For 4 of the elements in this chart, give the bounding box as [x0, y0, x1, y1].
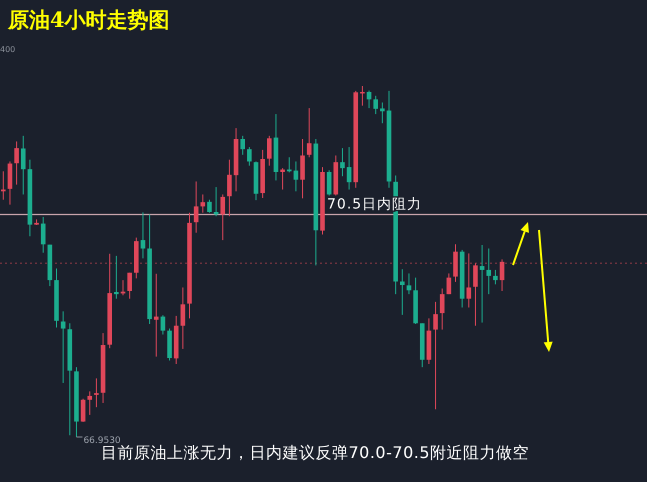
- text: 目前原油上涨无力，日内建议反弹70.0-70.5附近阻力做空: [100, 443, 530, 462]
- annotation: 66.9530: [83, 436, 121, 446]
- text: 400: [0, 45, 16, 54]
- chart-title: 原油4小时走势图: [7, 7, 170, 32]
